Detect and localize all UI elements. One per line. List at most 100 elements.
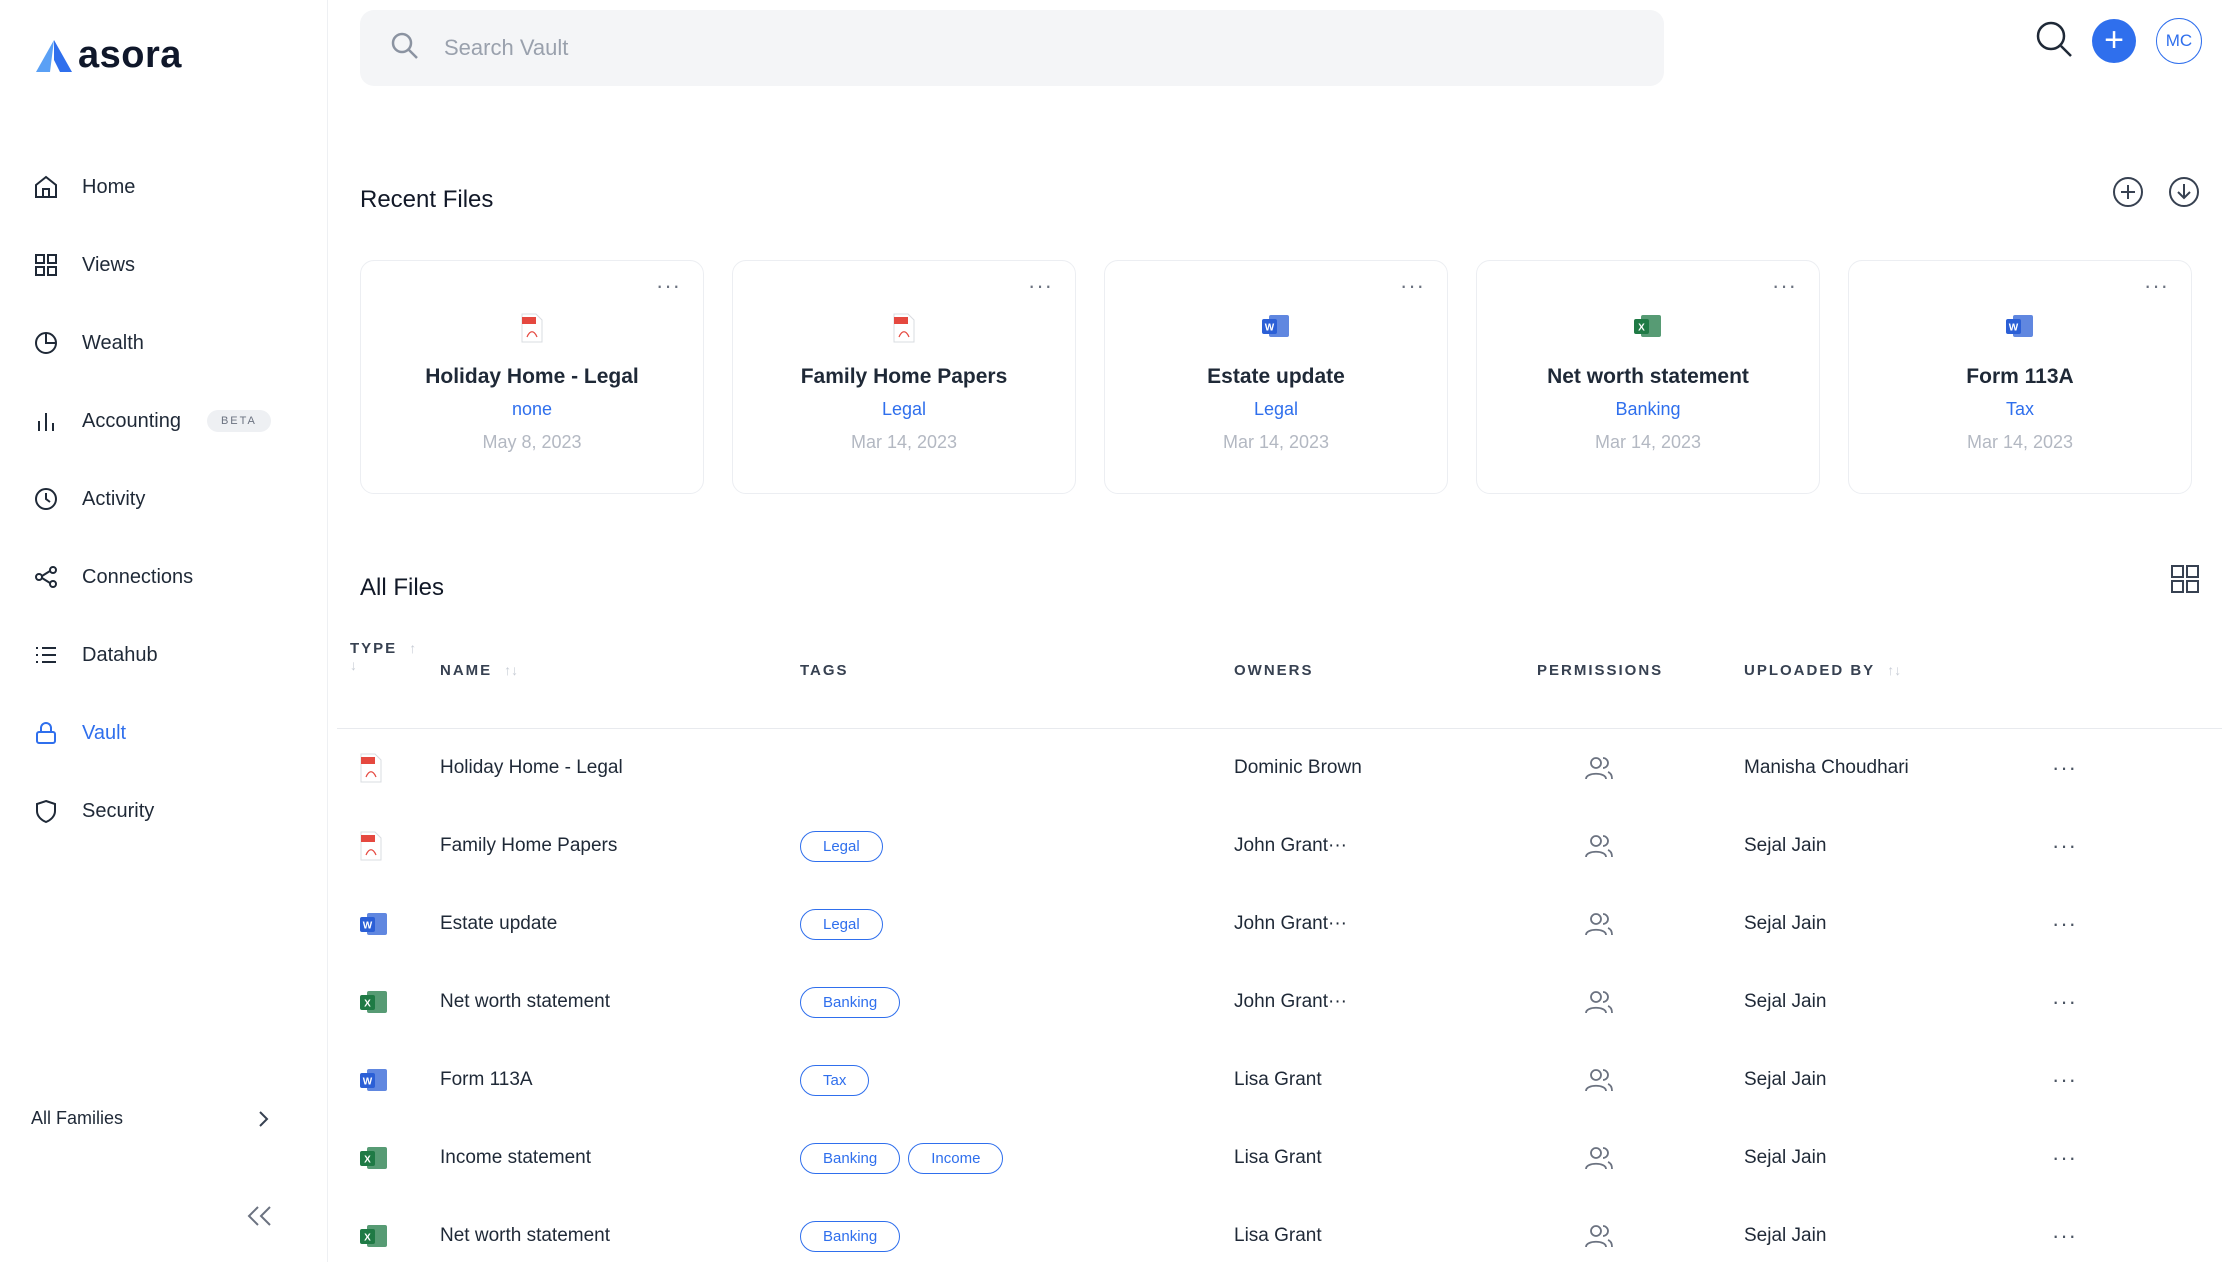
row-file-type: X (359, 1197, 389, 1275)
row-file-name[interactable]: Estate update (440, 913, 558, 934)
more-options-icon[interactable]: ··· (1400, 273, 1425, 298)
clock-icon (32, 485, 60, 513)
recent-file-card[interactable]: ··· X Net worth statement Banking Mar 14, 20… (1476, 260, 1820, 494)
column-name[interactable]: NAME ↑↓ (440, 662, 518, 679)
row-permissions[interactable] (1584, 1197, 1614, 1275)
add-button[interactable]: + (2092, 19, 2136, 63)
upload-file-button[interactable] (2112, 176, 2144, 213)
row-owner: Lisa Grant (1234, 1147, 1322, 1168)
search-bar[interactable] (360, 10, 1664, 86)
row-file-name[interactable]: Net worth statement (440, 1225, 611, 1246)
row-more-options-icon[interactable]: ··· (2052, 1223, 2077, 1248)
more-options-icon[interactable]: ··· (1772, 273, 1797, 298)
svg-text:W: W (1265, 323, 1275, 334)
brand-logo[interactable]: asora (34, 34, 182, 77)
row-permissions[interactable] (1584, 885, 1614, 963)
file-tag[interactable]: Banking (800, 986, 901, 1018)
card-file-tag[interactable]: Legal (1253, 399, 1299, 419)
row-uploaded-by: Sejal Jain (1744, 1069, 1827, 1090)
row-file-name[interactable]: Form 113A (440, 1069, 533, 1090)
column-uploaded-by[interactable]: UPLOADED BY ↑↓ (1744, 662, 1901, 679)
sidebar-item-home[interactable]: Home (32, 148, 302, 226)
plus-circle-icon (2113, 177, 2143, 207)
table-row[interactable]: Holiday Home - Legal Dominic Brown Manisha… (337, 729, 2222, 807)
column-owners-label: OWNERS (1234, 662, 1314, 679)
people-icon (1585, 757, 1613, 780)
row-more-options-icon[interactable]: ··· (2052, 833, 2077, 858)
more-options-icon[interactable]: ··· (656, 273, 681, 298)
global-search-button[interactable] (2034, 19, 2074, 64)
file-tag[interactable]: Income (908, 1142, 1004, 1174)
row-tags: Banking (800, 963, 908, 1041)
all-families-selector[interactable]: All Families (31, 1108, 271, 1129)
row-file-name[interactable]: Income statement (440, 1147, 592, 1168)
sidebar-item-views[interactable]: Views (32, 226, 302, 304)
word-file-icon: W (2006, 315, 2033, 337)
row-file-name[interactable]: Family Home Papers (440, 835, 618, 856)
table-row[interactable]: W Estate update Legal John Grant··· Sejal Ja… (337, 885, 2222, 963)
row-permissions[interactable] (1584, 1041, 1614, 1119)
excel-file-icon: X (360, 1147, 387, 1169)
sidebar-item-vault[interactable]: Vault (32, 694, 302, 772)
recent-file-card[interactable]: ··· W Estate update Legal Mar 14, 2023 (1104, 260, 1448, 494)
excel-file-icon: X (360, 1225, 387, 1247)
table-row[interactable]: Family Home Papers Legal John Grant··· Seja… (337, 807, 2222, 885)
search-input[interactable] (442, 34, 1346, 62)
row-more-options-icon[interactable]: ··· (2052, 911, 2077, 936)
file-tag[interactable]: Tax (800, 1064, 870, 1096)
sidebar-item-security[interactable]: Security (32, 772, 302, 850)
sidebar-item-wealth[interactable]: Wealth (32, 304, 302, 382)
recent-file-card[interactable]: ··· W Form 113A Tax Mar 14, 2023 (1848, 260, 2192, 494)
row-tags: Banking Income (800, 1119, 1011, 1197)
card-file-date: May 8, 2023 (482, 432, 582, 452)
recent-file-card[interactable]: ··· Family Home Papers Legal Mar 14, 2023 (732, 260, 1076, 494)
people-icon (1585, 835, 1613, 858)
row-more-options-icon[interactable]: ··· (2052, 1067, 2077, 1092)
sidebar-item-label: Datahub (82, 643, 158, 666)
download-button[interactable] (2168, 176, 2200, 213)
sidebar-item-datahub[interactable]: Datahub (32, 616, 302, 694)
more-options-icon[interactable]: ··· (2144, 273, 2169, 298)
row-permissions[interactable] (1584, 963, 1614, 1041)
row-permissions[interactable] (1584, 807, 1614, 885)
row-permissions[interactable] (1584, 1119, 1614, 1197)
row-file-name[interactable]: Net worth statement (440, 991, 611, 1012)
card-file-tag[interactable]: none (511, 399, 553, 419)
grid-view-toggle[interactable] (2170, 564, 2200, 599)
file-tag[interactable]: Legal (800, 830, 883, 862)
table-row[interactable]: W Form 113A Tax Lisa Grant Sejal Jain ··· (337, 1041, 2222, 1119)
sort-icon[interactable]: ↑ (409, 640, 417, 656)
user-avatar[interactable]: MC (2156, 18, 2202, 64)
table-row[interactable]: X Net worth statement Banking John Grant···… (337, 963, 2222, 1041)
file-tag[interactable]: Banking (800, 1142, 901, 1174)
sidebar-item-activity[interactable]: Activity (32, 460, 302, 538)
card-file-tag[interactable]: Tax (2005, 399, 2034, 419)
sidebar-item-label: Accounting (82, 409, 181, 432)
sort-icon[interactable]: ↑↓ (1887, 662, 1902, 678)
sort-desc-icon[interactable]: ↓ (350, 657, 357, 673)
grid-icon (32, 251, 60, 279)
pdf-file-icon (360, 753, 382, 783)
file-tag[interactable]: Banking (800, 1220, 901, 1252)
search-icon (390, 31, 420, 66)
sidebar-item-label: Wealth (82, 331, 144, 354)
column-type[interactable]: TYPE ↑ ↓ (350, 640, 416, 674)
row-permissions[interactable] (1584, 729, 1614, 807)
sort-icon[interactable]: ↑↓ (504, 662, 519, 678)
card-file-date: Mar 14, 2023 (850, 432, 958, 452)
row-more-options-icon[interactable]: ··· (2052, 989, 2077, 1014)
table-row[interactable]: X Net worth statement Banking Lisa Grant Sej… (337, 1197, 2222, 1275)
more-options-icon[interactable]: ··· (1028, 273, 1053, 298)
recent-file-card[interactable]: ··· Holiday Home - Legal none May 8, 2023 (360, 260, 704, 494)
card-file-tag[interactable]: Legal (881, 399, 927, 419)
row-more-options-icon[interactable]: ··· (2052, 755, 2077, 780)
collapse-sidebar-button[interactable] (244, 1204, 274, 1233)
column-permissions: PERMISSIONS (1537, 662, 1663, 679)
file-tag[interactable]: Legal (800, 908, 883, 940)
table-row[interactable]: X Income statement Banking Income Lisa Grant… (337, 1119, 2222, 1197)
card-file-tag[interactable]: Banking (1615, 399, 1681, 419)
sidebar-item-accounting[interactable]: Accounting BETA (32, 382, 302, 460)
sidebar-item-connections[interactable]: Connections (32, 538, 302, 616)
row-file-name[interactable]: Holiday Home - Legal (440, 757, 623, 778)
row-more-options-icon[interactable]: ··· (2052, 1145, 2077, 1170)
